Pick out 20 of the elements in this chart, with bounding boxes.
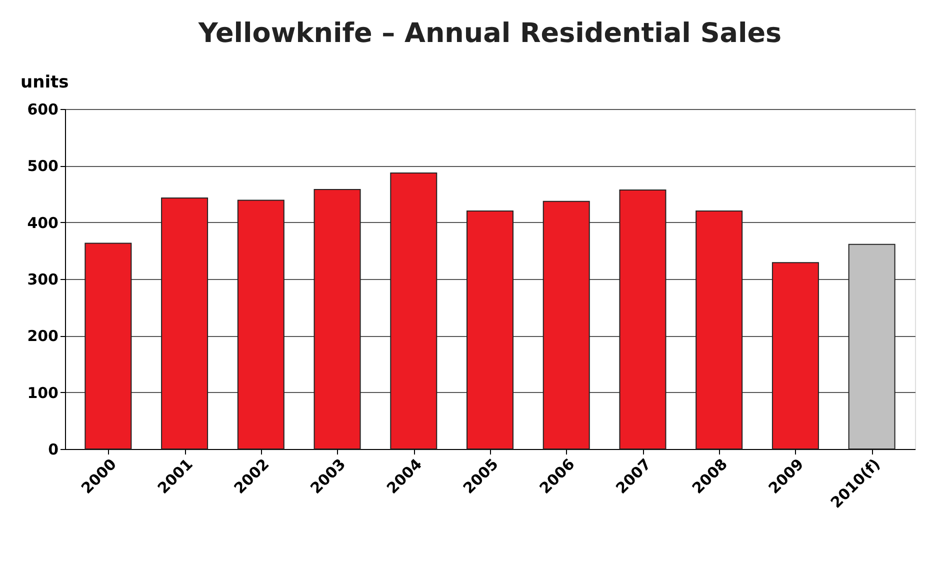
bar — [84, 242, 132, 450]
y-tick-label: 200 — [27, 327, 58, 346]
bar — [542, 200, 590, 450]
y-tick-label: 400 — [27, 214, 58, 232]
y-tick-label: 600 — [27, 100, 58, 118]
bar — [390, 172, 438, 450]
y-tick-label: 100 — [27, 384, 58, 402]
bar — [314, 188, 361, 450]
y-axis-title: units — [20, 72, 69, 92]
y-tick-label: 300 — [27, 270, 58, 288]
bar — [161, 197, 208, 450]
bar — [237, 200, 284, 450]
y-tick-label: 0 — [48, 440, 58, 458]
bar — [772, 262, 819, 450]
bar — [619, 190, 666, 450]
y-tick-label: 500 — [27, 157, 58, 176]
chart-title: Yellowknife – Annual Residential Sales — [197, 18, 782, 49]
bar — [696, 210, 743, 450]
bar — [466, 210, 514, 450]
bar — [848, 244, 896, 450]
